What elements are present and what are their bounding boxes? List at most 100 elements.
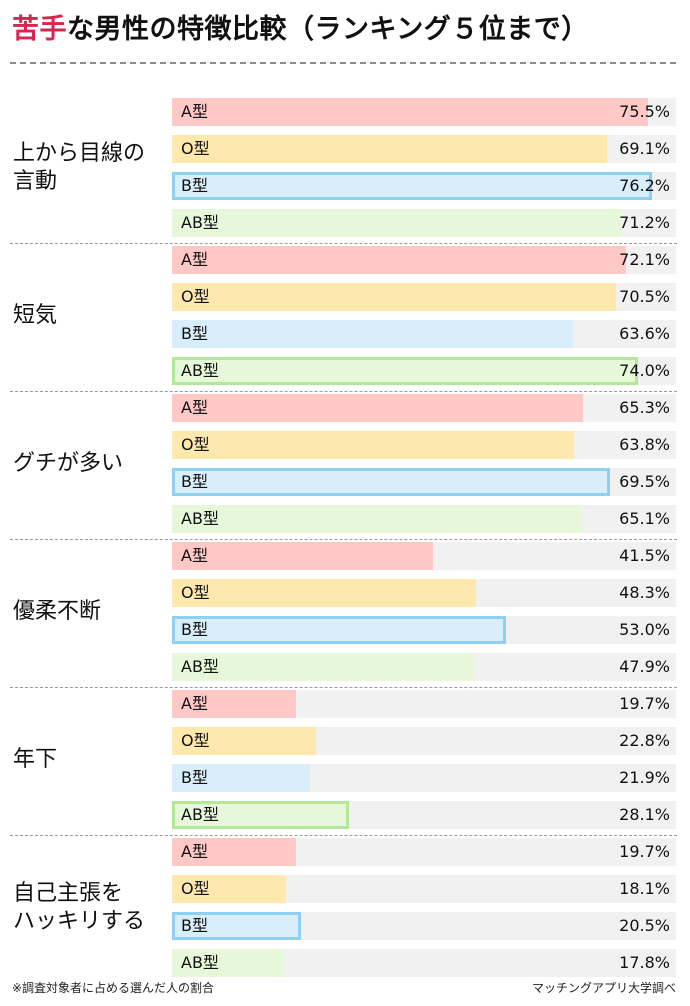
value-label: 47.9% <box>619 657 670 676</box>
bar-row: B型 53.0% <box>172 616 676 644</box>
category-label-text: 短気 <box>13 302 58 328</box>
bar-row: A型 19.7% <box>172 838 676 866</box>
bar-row: O型 69.1% <box>172 135 676 163</box>
series-label: B型 <box>181 176 208 195</box>
group-divider <box>10 687 677 688</box>
series-label: A型 <box>181 250 208 269</box>
bar-a <box>172 690 297 718</box>
bar-row: O型 22.8% <box>172 727 676 755</box>
bar-row: A型 41.5% <box>172 542 676 570</box>
bar-row: A型 75.5% <box>172 98 676 126</box>
bar-row: AB型 65.1% <box>172 505 676 533</box>
group-divider <box>10 243 677 244</box>
value-label: 53.0% <box>619 620 670 639</box>
category-label-text: 上から目線の 言動 <box>13 140 146 194</box>
value-label: 41.5% <box>619 546 670 565</box>
series-label: A型 <box>181 102 208 121</box>
bar-row: O型 70.5% <box>172 283 676 311</box>
bar-ab <box>172 949 285 977</box>
bar-ab <box>172 801 350 829</box>
series-label: B型 <box>181 324 208 343</box>
category-label-text: 自己主張を ハッキリする <box>13 880 146 934</box>
value-label: 20.5% <box>619 916 670 935</box>
value-label: 71.2% <box>619 213 670 232</box>
series-label: B型 <box>181 472 208 491</box>
chart-title-rest: な男性の特徴比較（ランキング５位まで） <box>67 14 589 45</box>
bar-o <box>172 875 287 903</box>
value-label: 19.7% <box>619 694 670 713</box>
series-label: O型 <box>181 435 210 454</box>
bar-row: A型 72.1% <box>172 246 676 274</box>
category-group: 年下 A型 19.7% O型 22.8% B型 21.9% AB型 28.1% <box>0 690 690 838</box>
title-divider <box>10 62 676 64</box>
series-label: O型 <box>181 731 210 750</box>
value-label: 22.8% <box>619 731 670 750</box>
category-label: 自己主張を ハッキリする <box>13 838 163 977</box>
bar-a <box>172 246 627 274</box>
value-label: 72.1% <box>619 250 670 269</box>
value-label: 65.1% <box>619 509 670 528</box>
group-divider <box>10 539 677 540</box>
category-label-text: 年下 <box>13 746 58 772</box>
category-group: 上から目線の 言動 A型 75.5% O型 69.1% B型 76.2% AB型 71.2% <box>0 98 690 246</box>
bar-row: A型 19.7% <box>172 690 676 718</box>
category-group: 自己主張を ハッキリする A型 19.7% O型 18.1% B型 20.5% AB型 17.8… <box>0 838 690 986</box>
bar-b <box>172 912 302 940</box>
series-label: O型 <box>181 287 210 306</box>
value-label: 17.8% <box>619 953 670 972</box>
category-label-text: グチが多い <box>13 450 124 476</box>
value-label: 65.3% <box>619 398 670 417</box>
bar-ab <box>172 357 639 385</box>
bar-a <box>172 394 584 422</box>
value-label: 19.7% <box>619 842 670 861</box>
series-label: B型 <box>181 768 208 787</box>
bar-ab <box>172 209 621 237</box>
series-label: O型 <box>181 879 210 898</box>
value-label: 74.0% <box>619 361 670 380</box>
bar-row: B型 20.5% <box>172 912 676 940</box>
series-label: AB型 <box>181 509 219 528</box>
bar-o <box>172 431 574 459</box>
bar-row: AB型 47.9% <box>172 653 676 681</box>
bar-o <box>172 727 316 755</box>
group-divider <box>10 835 677 836</box>
bar-ab <box>172 505 583 533</box>
series-label: AB型 <box>181 657 219 676</box>
category-label: 上から目線の 言動 <box>13 98 163 237</box>
series-label: A型 <box>181 546 208 565</box>
category-label: 優柔不断 <box>13 542 163 681</box>
bar-a <box>172 838 297 866</box>
bar-row: B型 69.5% <box>172 468 676 496</box>
value-label: 69.5% <box>619 472 670 491</box>
bar-row: O型 63.8% <box>172 431 676 459</box>
series-label: A型 <box>181 398 208 417</box>
series-label: A型 <box>181 842 208 861</box>
bar-row: B型 76.2% <box>172 172 676 200</box>
category-label-text: 優柔不断 <box>13 598 102 624</box>
bar-b <box>172 172 653 200</box>
series-label: B型 <box>181 620 208 639</box>
category-label: 短気 <box>13 246 163 385</box>
bar-ab <box>172 653 474 681</box>
source-credit: マッチングアプリ大学調べ <box>531 981 676 995</box>
bar-row: AB型 17.8% <box>172 949 676 977</box>
bar-row: O型 48.3% <box>172 579 676 607</box>
chart-title: 苦手な男性の特徴比較（ランキング５位まで） <box>12 8 589 52</box>
series-label: AB型 <box>181 805 219 824</box>
bar-row: B型 63.6% <box>172 320 676 348</box>
bar-row: AB型 28.1% <box>172 801 676 829</box>
bar-b <box>172 468 610 496</box>
bar-row: AB型 74.0% <box>172 357 676 385</box>
value-label: 75.5% <box>619 102 670 121</box>
bar-o <box>172 283 617 311</box>
category-group: 優柔不断 A型 41.5% O型 48.3% B型 53.0% AB型 47.9% <box>0 542 690 690</box>
series-label: A型 <box>181 694 208 713</box>
value-label: 63.8% <box>619 435 670 454</box>
bar-row: O型 18.1% <box>172 875 676 903</box>
bar-b <box>172 320 573 348</box>
series-label: AB型 <box>181 953 219 972</box>
value-label: 63.6% <box>619 324 670 343</box>
series-label: O型 <box>181 583 210 602</box>
value-label: 21.9% <box>619 768 670 787</box>
series-label: B型 <box>181 916 208 935</box>
